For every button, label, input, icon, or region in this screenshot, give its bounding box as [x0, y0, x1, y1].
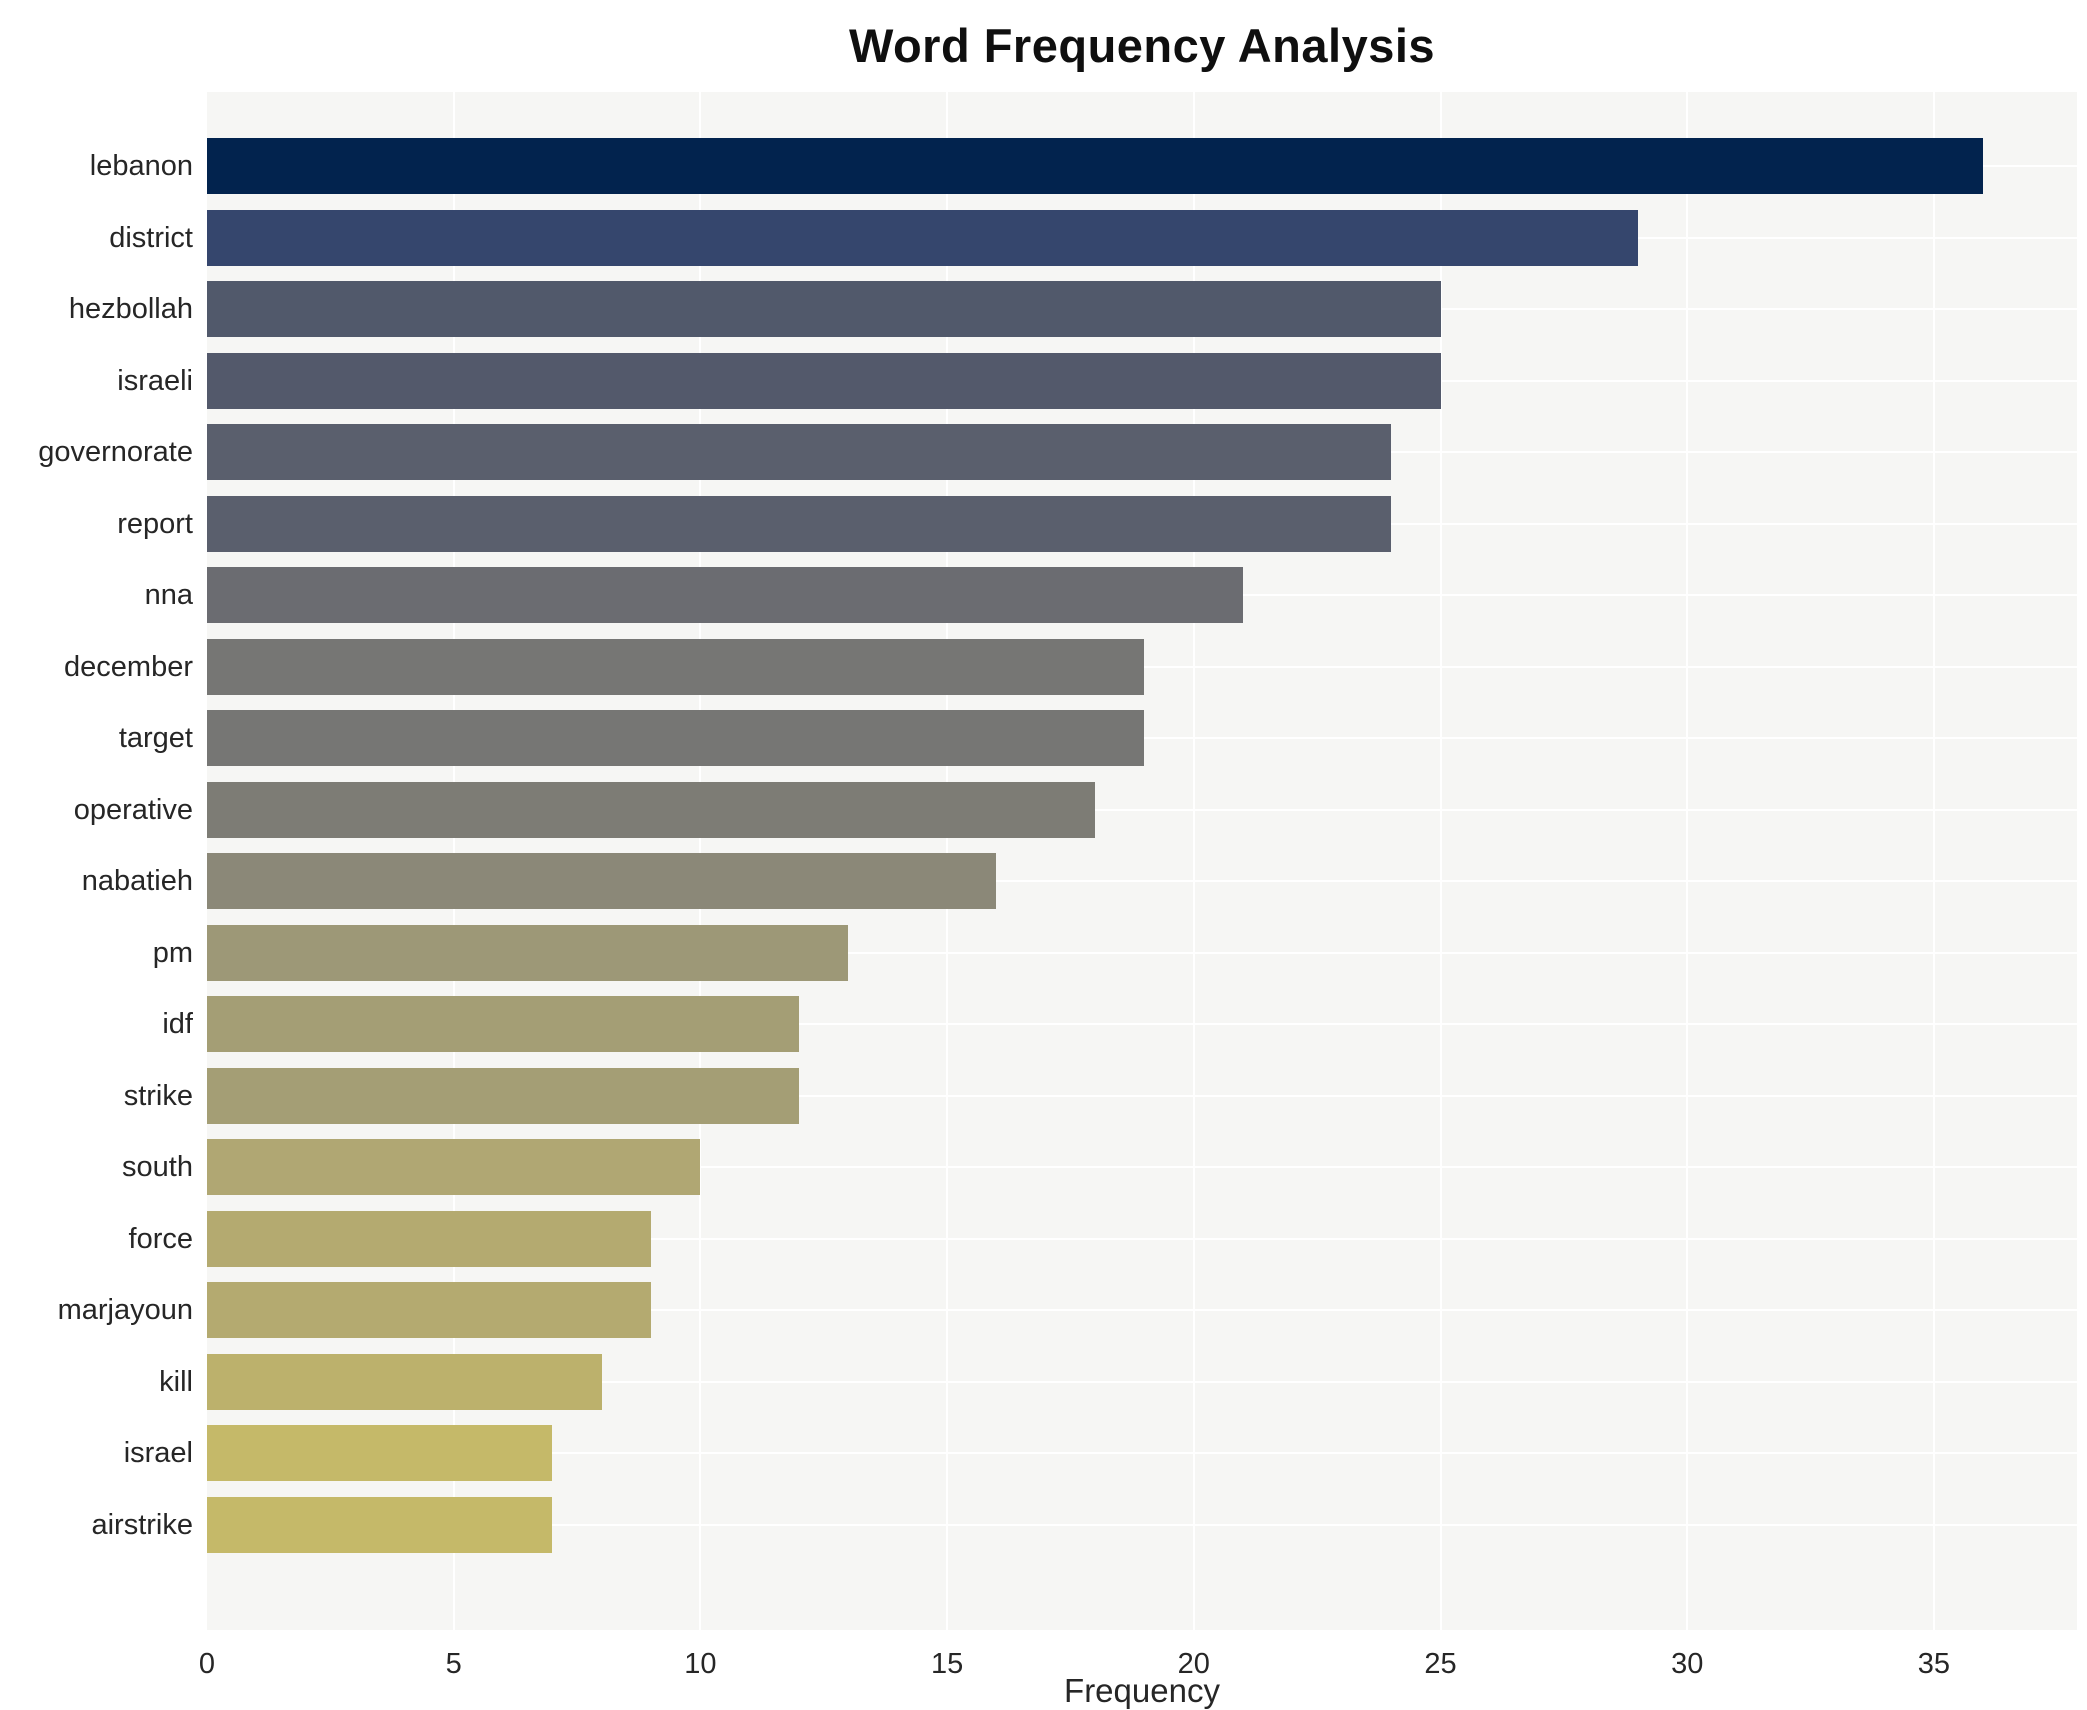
- y-tick-label-strike: strike: [123, 1079, 193, 1112]
- bar-pm: [207, 924, 849, 981]
- x-axis-title: Frequency: [1064, 1672, 1220, 1709]
- bar-hezbollah: [207, 281, 1441, 337]
- vertical-gridline: [1192, 92, 1195, 1630]
- bar-nabatieh: [207, 853, 997, 909]
- bar-force: [207, 1210, 652, 1267]
- horizontal-gridline: [207, 1237, 2077, 1240]
- y-tick-label-marjayoun: marjayoun: [57, 1294, 193, 1326]
- y-tick-label-airstrike: airstrike: [91, 1508, 193, 1541]
- y-tick-label-pm: pm: [152, 936, 193, 969]
- horizontal-gridline: [207, 1380, 2077, 1383]
- horizontal-gridline: [207, 1523, 2077, 1526]
- horizontal-gridline: [207, 1094, 2077, 1097]
- bar-israel: [207, 1425, 553, 1481]
- horizontal-gridline: [207, 808, 2077, 811]
- x-tick-label-30: 30: [1671, 1648, 1704, 1680]
- horizontal-gridline: [207, 1166, 2077, 1168]
- bar-israeli: [207, 352, 1441, 409]
- y-tick-label-report: report: [117, 507, 193, 540]
- y-tick-label-nabatieh: nabatieh: [81, 865, 193, 897]
- y-tick-label-target: target: [118, 722, 193, 754]
- y-tick-label-december: december: [64, 650, 193, 683]
- bar-marjayoun: [207, 1282, 652, 1338]
- x-tick-label-15: 15: [930, 1648, 964, 1680]
- bar-target: [207, 710, 1145, 766]
- y-tick-label-hezbollah: hezbollah: [68, 293, 193, 325]
- bar-governorate: [207, 424, 1392, 480]
- horizontal-gridline: [207, 1309, 2077, 1311]
- y-tick-label-operative: operative: [73, 793, 193, 826]
- bar-strike: [207, 1067, 800, 1124]
- x-tick-label-5: 5: [445, 1648, 462, 1680]
- vertical-gridline: [1686, 92, 1689, 1630]
- y-tick-label-force: force: [128, 1222, 193, 1255]
- horizontal-gridline: [207, 1023, 2077, 1025]
- bar-lebanon: [207, 138, 1984, 194]
- y-tick-label-israeli: israeli: [117, 364, 193, 397]
- y-tick-label-kill: kill: [159, 1365, 193, 1398]
- bar-december: [207, 638, 1145, 695]
- bar-kill: [207, 1353, 602, 1410]
- x-tick-label-10: 10: [684, 1648, 717, 1680]
- bar-south: [207, 1139, 701, 1195]
- bar-airstrike: [207, 1496, 553, 1553]
- y-tick-label-governorate: governorate: [38, 436, 193, 468]
- x-tick-label-25: 25: [1424, 1648, 1457, 1680]
- vertical-gridline: [1439, 92, 1442, 1630]
- horizontal-gridline: [207, 1452, 2077, 1454]
- y-tick-label-idf: idf: [162, 1008, 193, 1040]
- bar-report: [207, 495, 1392, 552]
- bar-nna: [207, 567, 1244, 623]
- horizontal-gridline: [207, 880, 2077, 882]
- horizontal-gridline: [207, 951, 2077, 954]
- vertical-gridline: [1932, 92, 1935, 1630]
- y-tick-label-district: district: [109, 221, 193, 254]
- bar-operative: [207, 781, 1096, 838]
- y-tick-label-lebanon: lebanon: [89, 150, 193, 182]
- plot-area: [207, 92, 2077, 1630]
- y-tick-label-nna: nna: [144, 579, 193, 611]
- bar-idf: [207, 996, 800, 1052]
- x-tick-label-35: 35: [1917, 1648, 1951, 1680]
- x-tick-label-20: 20: [1177, 1648, 1210, 1680]
- x-tick-label-0: 0: [198, 1648, 216, 1680]
- bar-district: [207, 209, 1638, 266]
- y-tick-label-south: south: [122, 1151, 193, 1183]
- chart-title: Word Frequency Analysis: [848, 19, 1436, 72]
- y-tick-label-israel: israel: [123, 1437, 193, 1469]
